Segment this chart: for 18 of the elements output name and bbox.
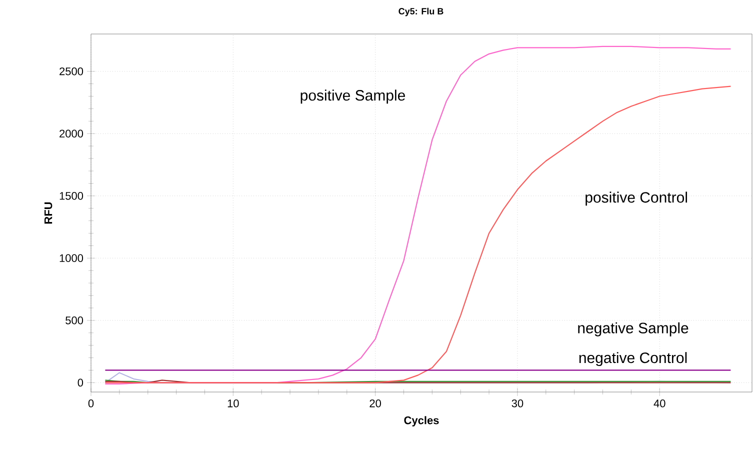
x-tick-label: 20 [370,400,381,408]
annotation: negative Control [579,352,687,366]
y-tick-label: 1000 [60,254,84,262]
annotation: positive Sample [300,90,405,104]
y-tick-label: 2000 [60,130,84,138]
y-tick-label: 1500 [60,192,84,200]
x-tick-label: 40 [654,400,666,408]
x-tick-label: 30 [512,400,524,408]
x-axis-title: Cycles [404,416,439,426]
y-tick-label: 0 [78,378,84,387]
y-axis-title: RFU [44,202,52,224]
x-tick-label: 0 [88,400,94,408]
y-tick-label: 500 [66,316,84,324]
annotation: negative Sample [578,322,688,336]
x-tick-label: 10 [228,400,239,408]
chart-title: Cy5: Flu B [398,8,444,16]
y-tick-label: 2500 [60,67,84,76]
annotation: positive Control [586,192,687,206]
